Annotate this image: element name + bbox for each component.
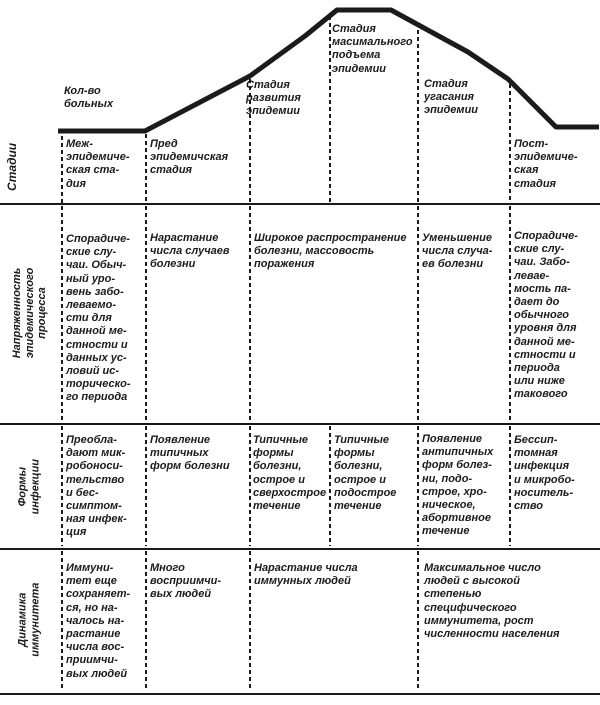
forms-cell-5: Появление антипичных форм болез- ни, под… (422, 433, 494, 538)
row-divider (0, 693, 600, 695)
intensity-cell-6: Спорадиче- ские слу- чаи. Забо- левае- м… (514, 230, 578, 401)
column-dashed-line (329, 426, 331, 546)
immunity-cell-2: Много восприимчи- вых людей (150, 562, 222, 601)
stage-label-development: Стадия развития эпидемии (246, 79, 301, 118)
stage-label-decline: Стадия угасания эпидемии (424, 78, 479, 117)
column-dashed-line (61, 551, 63, 691)
side-label-stages: Стадии (5, 142, 20, 191)
column-dashed-line (145, 426, 147, 546)
column-dashed-line (417, 206, 419, 422)
column-dashed-line (509, 206, 511, 422)
side-label-intensity: Напряженность эпидемического процесса (11, 267, 49, 359)
row-divider (0, 548, 600, 550)
forms-cell-3: Типичные формы болезни, острое и сверхос… (253, 434, 327, 512)
y-axis-label: Кол-во больных (64, 85, 114, 111)
forms-cell-1: Преобла- дают мик- робоноси- тельство и … (66, 434, 127, 539)
forms-cell-4: Типичные формы болезни, острое и подостр… (334, 434, 397, 512)
forms-cell-2: Появление типичных форм болезни (150, 434, 230, 473)
immunity-cell-3-4: Нарастание числа иммунных людей (254, 562, 358, 588)
stage-boundary-dashed-line (61, 136, 63, 203)
column-dashed-line (249, 206, 251, 422)
intensity-cell-1: Спорадиче- ские слу- чаи. Обыч- ный уро-… (66, 233, 131, 404)
column-dashed-line (145, 206, 147, 422)
row-divider (0, 423, 600, 425)
column-dashed-line (61, 426, 63, 546)
immunity-cell-5-6: Максимальное число людей с высокой степе… (424, 562, 560, 640)
stage-cell-post-epidemic: Пост- эпидемиче- ская стадия (514, 138, 578, 190)
column-dashed-line (509, 426, 511, 546)
intensity-cell-3-4: Широкое распространение болезни, массово… (254, 232, 407, 271)
column-dashed-line (417, 551, 419, 691)
stage-cell-pre-epidemic: Пред эпидемичская стадия (150, 138, 229, 177)
column-dashed-line (145, 551, 147, 691)
intensity-cell-5: Уменьшение числа случа- ев болезни (422, 232, 493, 271)
stage-label-maximum: Стадия масимального подъема эпидемии (332, 23, 413, 75)
stage-boundary-dashed-line (509, 84, 511, 203)
stage-boundary-dashed-line (145, 134, 147, 203)
immunity-cell-1: Иммуни- тет еще сохраняет- ся, но на- ча… (66, 562, 131, 680)
stage-boundary-dashed-line (417, 30, 419, 203)
stage-boundary-dashed-line (249, 79, 251, 203)
column-dashed-line (417, 426, 419, 546)
side-label-forms: Формы инфекции (16, 458, 41, 515)
stage-cell-inter-epidemic: Меж- эпидемиче- ская ста- дия (66, 138, 130, 190)
column-dashed-line (249, 551, 251, 691)
epidemic-curve (58, 7, 599, 134)
stage-boundary-dashed-line (329, 16, 331, 203)
intensity-cell-2: Нарастание числа случаев болезни (150, 232, 230, 271)
column-dashed-line (61, 206, 63, 422)
column-dashed-line (249, 426, 251, 546)
row-divider (0, 203, 600, 205)
forms-cell-6: Бессип- томная инфекция и микробо- носит… (514, 434, 575, 512)
side-label-immunity: Динамика иммунитета (16, 582, 41, 657)
